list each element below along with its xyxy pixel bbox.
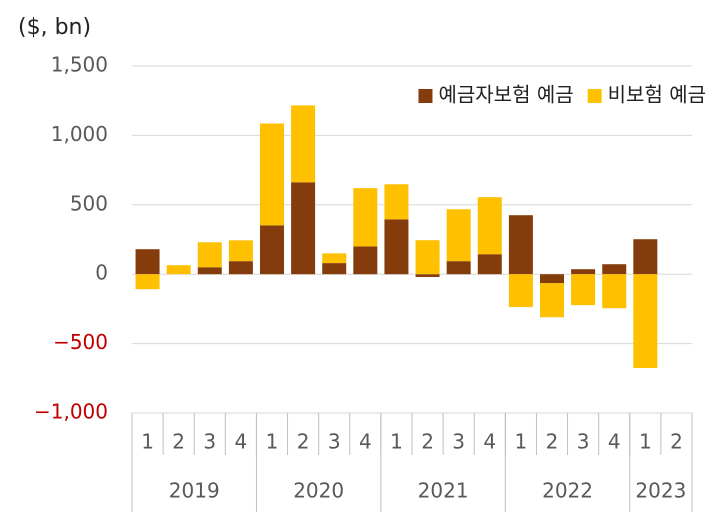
- x-tick-label: 1: [266, 430, 279, 454]
- x-tick-label: 4: [235, 430, 248, 454]
- bar: [571, 269, 596, 275]
- x-tick-label: 2: [297, 430, 310, 454]
- x-tick-label: 3: [577, 430, 590, 454]
- bar: [353, 246, 378, 275]
- bar: [384, 184, 409, 220]
- x-tick-label: 2: [546, 430, 559, 454]
- x-group-label: 2022: [542, 479, 593, 503]
- x-group-label: 2019: [169, 479, 220, 503]
- bar: [477, 197, 502, 255]
- bar: [540, 274, 564, 284]
- legend-swatch: [587, 89, 602, 103]
- bar: [135, 249, 160, 275]
- x-tick-label: 3: [328, 430, 341, 454]
- bar: [477, 254, 502, 275]
- legend-swatch: [418, 89, 433, 103]
- bar: [197, 242, 222, 268]
- y-tick-label: 1,500: [51, 53, 108, 77]
- bar: [322, 263, 347, 275]
- bar: [353, 188, 378, 247]
- x-group-label: 2020: [293, 479, 344, 503]
- y-tick-label: −1,000: [34, 400, 108, 424]
- bar: [135, 274, 160, 290]
- bar: [633, 239, 658, 275]
- x-group-label: 2023: [635, 479, 686, 503]
- bar: [291, 182, 316, 275]
- bar: [197, 267, 222, 275]
- x-tick-label: 1: [141, 430, 154, 454]
- x-tick-label: 2: [670, 430, 683, 454]
- bar: [446, 209, 471, 262]
- x-tick-label: 1: [390, 430, 403, 454]
- bar: [446, 261, 471, 275]
- bar: [260, 225, 284, 275]
- bar: [602, 274, 627, 309]
- x-tick-label: 4: [483, 430, 496, 454]
- bar: [540, 283, 564, 318]
- bar: [228, 261, 253, 275]
- bar: [291, 105, 316, 183]
- y-tick-label: −500: [53, 330, 108, 354]
- bar: [415, 240, 440, 275]
- x-tick-label: 4: [359, 430, 372, 454]
- bar: [571, 274, 596, 306]
- bar: [415, 274, 440, 277]
- y-tick-label: 0: [95, 261, 108, 285]
- bar: [322, 253, 347, 264]
- x-tick-label: 2: [421, 430, 434, 454]
- bar: [508, 215, 533, 275]
- x-tick-label: 3: [203, 430, 216, 454]
- x-tick-label: 3: [452, 430, 465, 454]
- legend-label: 비보험 예금: [608, 83, 706, 107]
- bar: [260, 123, 284, 226]
- x-tick-label: 4: [608, 430, 621, 454]
- y-axis-label: ($, bn): [18, 15, 91, 40]
- bar: [633, 274, 658, 369]
- bar: [384, 219, 409, 275]
- x-group-label: 2021: [418, 479, 469, 503]
- x-tick-label: 1: [515, 430, 528, 454]
- x-tick-label: 2: [172, 430, 185, 454]
- x-tick-label: 1: [639, 430, 652, 454]
- legend-label: 예금자보험 예금: [438, 83, 573, 107]
- y-tick-label: 500: [70, 191, 108, 215]
- bar: [228, 240, 253, 262]
- y-tick-label: 1,000: [51, 122, 108, 146]
- bar: [166, 265, 191, 275]
- bar: [602, 264, 627, 275]
- bar: [508, 274, 533, 308]
